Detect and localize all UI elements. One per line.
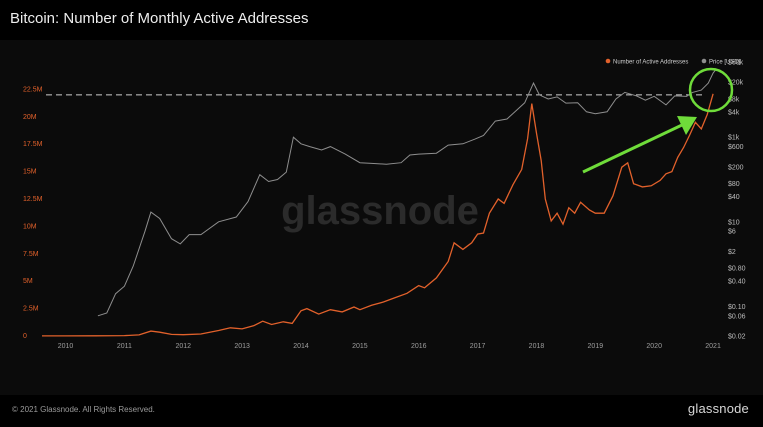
footer-brand-logo: glassnode (687, 401, 749, 416)
y-left-tick-label: 12.5M (23, 196, 43, 203)
y-left-tick-label: 2.5M (23, 306, 39, 313)
x-tick-label: 2019 (588, 343, 604, 350)
highlight-arrow (582, 123, 683, 174)
y-right-axis: $0.02 $0.06 $0.10 $0.40 $0.80 $2 $6 $10 $40 $80 $2… (728, 60, 746, 341)
x-tick-label: 2010 (58, 343, 74, 350)
x-tick-label: 2020 (646, 343, 662, 350)
x-tick-label: 2018 (529, 343, 545, 350)
y-right-tick-label: $600 (728, 144, 744, 151)
y-left-axis: 0 2.5M 5M 7.5M 10M 12.5M 15M 17.5M 20M 22.5M (23, 86, 43, 340)
y-right-tick-label: $2 (728, 249, 736, 256)
chart-panel: glassnode Number of Active Addresses Pri… (0, 40, 763, 395)
page-title: Bitcoin: Number of Monthly Active Addres… (10, 10, 309, 27)
y-right-tick-label: $8k (728, 97, 740, 104)
x-tick-label: 2012 (175, 343, 191, 350)
x-tick-label: 2015 (352, 343, 368, 350)
y-right-tick-label: $4k (728, 109, 740, 116)
y-right-tick-label: $6 (728, 229, 736, 236)
y-left-tick-label: 7.5M (23, 251, 39, 258)
y-left-tick-label: 20M (23, 114, 37, 121)
legend-price-swatch (701, 58, 707, 64)
x-tick-label: 2017 (470, 343, 486, 350)
x-tick-label: 2014 (293, 343, 309, 350)
y-right-tick-label: $200 (728, 164, 744, 171)
footer-copyright: © 2021 Glassnode. All Rights Reserved. (12, 405, 155, 414)
x-tick-label: 2016 (411, 343, 427, 350)
y-right-tick-label: $1k (728, 135, 740, 142)
y-right-tick-label: $60k (728, 60, 744, 67)
legend: Number of Active Addresses Price [USD] (605, 58, 741, 66)
y-left-tick-label: 17.5M (23, 141, 43, 148)
y-right-tick-label: $0.40 (728, 278, 746, 285)
chart: glassnode Number of Active Addresses Pri… (23, 58, 746, 350)
y-left-tick-label: 22.5M (23, 86, 43, 93)
legend-addresses-label: Number of Active Addresses (613, 60, 688, 66)
y-left-tick-label: 10M (23, 223, 37, 230)
y-left-tick-label: 0 (23, 333, 27, 340)
y-right-tick-label: $0.02 (728, 334, 746, 341)
legend-addresses-swatch (605, 58, 611, 64)
y-right-tick-label: $20k (728, 80, 744, 87)
price-series-line (97, 69, 717, 317)
y-right-tick-label: $0.06 (728, 313, 746, 320)
y-right-tick-label: $40 (728, 194, 740, 201)
y-left-tick-label: 15M (23, 169, 37, 176)
x-tick-label: 2011 (117, 343, 132, 350)
highlight-circle (688, 67, 734, 113)
y-right-tick-label: $80 (728, 181, 740, 188)
y-right-tick-label: $0.80 (728, 266, 746, 273)
x-axis: 2010 2011 2012 2013 2014 2015 2016 2017 2018 2019… (58, 343, 721, 350)
x-tick-label: 2013 (234, 343, 250, 350)
x-tick-label: 2021 (705, 343, 721, 350)
y-right-tick-label: $10 (728, 219, 740, 226)
highlight-arrow-head (677, 116, 697, 135)
y-left-tick-label: 5M (23, 278, 33, 285)
addresses-series-line (42, 93, 714, 337)
y-right-tick-label: $0.10 (728, 304, 746, 311)
legend-price-label: Price [USD] (709, 60, 741, 66)
annotation (582, 67, 734, 174)
watermark: glassnode (281, 189, 479, 233)
